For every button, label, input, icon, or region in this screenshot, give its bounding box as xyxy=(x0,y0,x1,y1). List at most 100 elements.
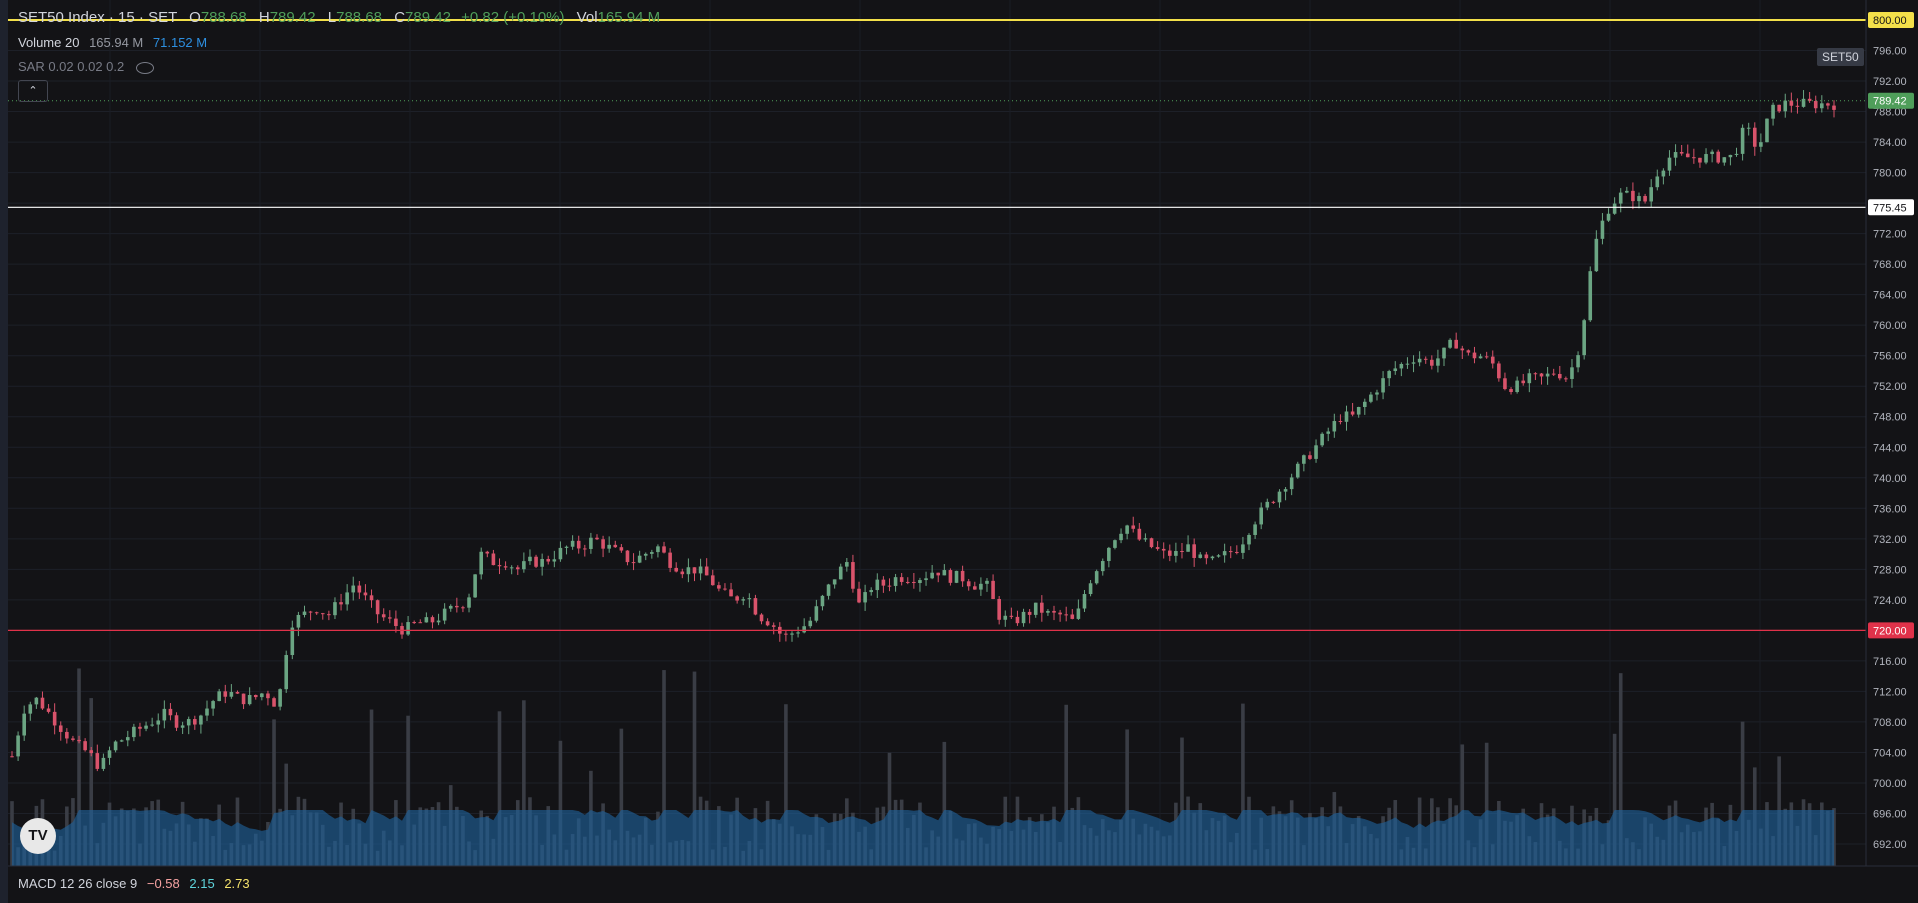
y-tick-label: 708.00 xyxy=(1873,717,1907,729)
sar-legend[interactable]: SAR 0.02 0.02 0.2 xyxy=(18,59,154,74)
candle-body xyxy=(838,566,843,580)
candle-body xyxy=(583,548,587,550)
candle-body xyxy=(406,622,410,635)
candle-body xyxy=(1679,152,1684,154)
volume-value-1: 165.94 M xyxy=(89,35,144,50)
candle-body xyxy=(52,711,57,726)
candle-body xyxy=(1399,364,1404,369)
candle-body xyxy=(302,611,307,615)
volume-bar xyxy=(1460,744,1465,866)
candle-body xyxy=(497,565,502,567)
y-tick-label: 784.00 xyxy=(1873,137,1907,149)
candle-body xyxy=(1021,611,1026,624)
candle-body xyxy=(1557,373,1562,379)
candle-body xyxy=(991,580,995,600)
candle-body xyxy=(851,562,855,589)
candle-body xyxy=(381,614,386,618)
volume-legend[interactable]: Volume 20 165.94 M 71.152 M xyxy=(18,35,207,50)
candle-body xyxy=(1119,533,1123,541)
y-tick-label: 772.00 xyxy=(1873,229,1907,241)
volume-bar xyxy=(522,700,526,866)
candle-body xyxy=(503,566,508,568)
y-tick-label: 780.00 xyxy=(1873,168,1907,180)
candle-body xyxy=(1308,455,1312,459)
candle-body xyxy=(339,602,343,605)
price-line-label: 800.00 xyxy=(1873,15,1907,27)
candle-body xyxy=(1180,551,1184,552)
hidden-eye-icon[interactable] xyxy=(135,61,154,74)
y-tick-label: 792.00 xyxy=(1873,76,1907,88)
candle-body xyxy=(1082,594,1087,609)
y-tick-label: 748.00 xyxy=(1873,412,1907,424)
candle-body xyxy=(1350,411,1355,415)
candle-body xyxy=(1295,463,1300,478)
candle-body xyxy=(576,540,581,549)
candle-body xyxy=(1777,104,1781,112)
symbol-legend: SET50 Index · 15 · SET O788.68 H789.42 L… xyxy=(18,9,660,26)
volume-value-2: 71.152 M xyxy=(152,35,208,50)
candle-body xyxy=(942,570,947,576)
candle-body xyxy=(1094,571,1099,584)
candle-body xyxy=(1253,524,1257,535)
horizontal-price-lines[interactable] xyxy=(8,19,1866,631)
candle-body xyxy=(1265,501,1270,508)
candle-body xyxy=(1734,153,1739,155)
candle-body xyxy=(473,574,477,598)
candle-body xyxy=(1058,612,1062,615)
candle-body xyxy=(418,622,423,624)
candle-body xyxy=(1204,554,1209,559)
candle-body xyxy=(83,741,87,751)
candle-body xyxy=(436,620,441,623)
candle-body xyxy=(485,551,490,554)
candle-body xyxy=(924,578,928,581)
candle-body xyxy=(643,553,648,556)
candle-body xyxy=(1533,373,1538,375)
candle-body xyxy=(723,588,727,590)
y-tick-label: 744.00 xyxy=(1873,442,1907,454)
candle-body xyxy=(491,553,496,566)
ohlc-open-value: 788.68 xyxy=(200,9,247,26)
symbol-title[interactable]: SET50 Index · 15 · SET xyxy=(18,9,177,26)
y-tick-label: 728.00 xyxy=(1873,564,1907,576)
candle-body xyxy=(662,546,666,553)
candle-body xyxy=(625,550,630,563)
candle-body xyxy=(229,692,234,697)
macd-legend[interactable]: MACD 12 26 close 9 −0.58 2.15 2.73 xyxy=(18,876,250,891)
candle-body xyxy=(1448,339,1452,348)
macd-value-1: −0.58 xyxy=(146,876,180,891)
candle-body xyxy=(1667,157,1672,171)
candle-body xyxy=(1442,347,1446,359)
tradingview-logo[interactable]: TV xyxy=(20,818,56,854)
candle-body xyxy=(814,606,819,621)
candle-body xyxy=(656,546,660,553)
candle-body xyxy=(686,567,691,575)
ohlc-low-key: L xyxy=(327,9,337,26)
collapse-legend-button[interactable]: ⌃ xyxy=(18,80,48,102)
candle-body xyxy=(28,704,33,714)
candle-body xyxy=(16,735,20,757)
candle-body xyxy=(509,567,514,569)
candle-body xyxy=(680,571,685,575)
candle-body xyxy=(1137,528,1142,540)
candle-body xyxy=(1375,392,1379,395)
vol-value: 165.94 M xyxy=(597,9,661,26)
candle-body xyxy=(119,740,124,742)
candle-body xyxy=(619,547,624,551)
candle-body xyxy=(46,708,51,712)
candle-body xyxy=(1259,507,1263,525)
candle-body xyxy=(784,633,788,635)
candle-body xyxy=(266,693,270,699)
candle-body xyxy=(150,724,154,726)
candle-body xyxy=(40,697,45,709)
candle-body xyxy=(881,579,886,586)
volume-bar xyxy=(1618,673,1623,866)
price-axis[interactable]: 796.00792.00788.00784.00780.00776.00772.… xyxy=(1873,46,1907,851)
candle-body xyxy=(89,750,94,754)
candle-body xyxy=(1411,362,1416,364)
candle-body xyxy=(448,605,453,609)
candle-body xyxy=(863,592,867,603)
volume-bar xyxy=(89,698,94,866)
candle-body xyxy=(759,614,764,622)
candle-body xyxy=(1326,431,1331,434)
